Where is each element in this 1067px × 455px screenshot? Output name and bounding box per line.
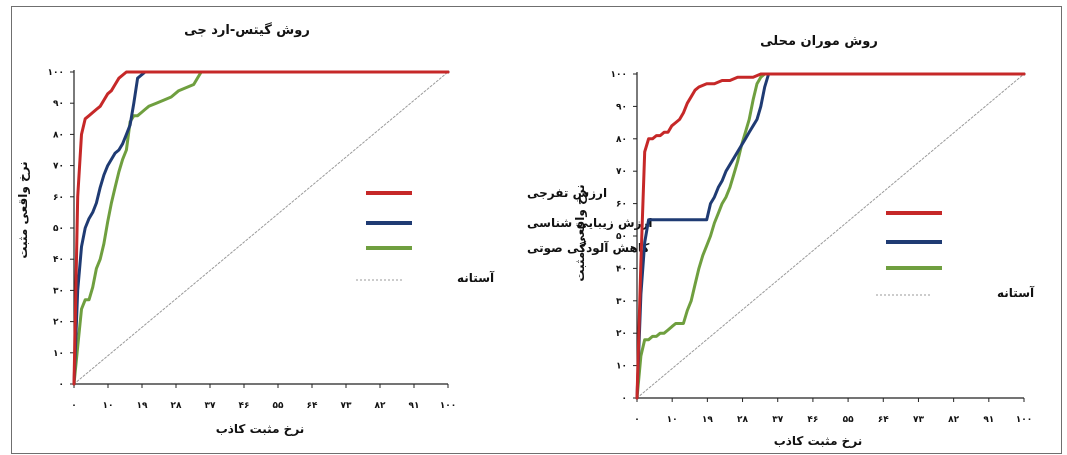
y-tick-label: ۹۰ [616,102,627,112]
legend-label: ارزش تفرجی [527,186,607,200]
series-line [72,70,450,386]
y-tick-label: ۴۰ [53,255,64,265]
y-tick-label: ۱۰ [53,349,64,359]
x-axis-title: نرخ مثبت کاذب [774,434,863,448]
y-tick-label: ۴۰ [616,264,627,274]
x-tick-label: ۳۷ [205,401,216,411]
x-tick-label: ۱۰۰ [1016,415,1032,425]
y-tick-label: ۵۰ [53,224,64,234]
legend-label: آستانه [457,270,495,285]
y-tick-label: ۹۰ [53,99,64,109]
y-axis-title: نرخ واقعی مثبت [573,184,588,281]
x-tick-label: ۹۱ [983,415,994,425]
y-tick-label: ۳۰ [53,286,64,296]
x-tick-label: ۷۳ [913,415,924,425]
x-tick-label: ۴۶ [807,415,818,425]
legend-label: آستانه [997,285,1035,300]
y-axis-title: نرخ واقعی مثبت [16,161,31,258]
x-tick-label: ۶۴ [307,401,318,411]
x-tick-label: ۱۹ [702,415,713,425]
y-tick-label: ۰ [59,380,65,390]
y-tick-label: ۸۰ [53,130,64,140]
series-line [636,73,1025,399]
x-tick-label: ۲۸ [171,401,182,411]
y-tick-label: ۷۰ [53,162,64,172]
legend-label: کاهش آلودگی صوتی [527,240,649,256]
y-tick-label: ۲۰ [616,329,627,339]
x-axis-title: نرخ مثبت کاذب [216,422,305,436]
y-tick-label: ۲۰ [53,318,64,328]
chart-title: روش موران محلی [760,34,878,49]
chart-moran-local: روش موران محلی نرخ مثبت کاذب نرخ واقعی م… [573,34,1035,448]
x-tick-label: ۰ [634,415,640,425]
series-line [635,72,1026,400]
y-tick-label: ۱۰۰ [611,70,627,80]
x-tick-label: ۷۳ [341,401,352,411]
y-tick-label: ۰ [622,394,628,404]
x-tick-label: ۲۸ [737,415,748,425]
x-tick-label: ۱۰ [667,415,678,425]
x-tick-label: ۴۶ [239,401,250,411]
x-tick-label: ۵۵ [273,401,284,411]
x-tick-label: ۸۲ [375,401,386,411]
series-line [635,72,1026,400]
legend-label: ارزش زیبایی شناسی [527,216,652,230]
chart-gates-ardj: روش گیتس-ارد جی نرخ مثبت کاذب نرخ واقعی … [16,22,652,436]
y-tick-label: ۶۰ [53,193,64,203]
series-line [635,72,1026,400]
y-tick-label: ۶۰ [616,200,627,210]
x-tick-label: ۰ [71,401,77,411]
y-tick-label: ۳۰ [616,297,627,307]
x-tick-label: ۹۱ [409,401,420,411]
y-tick-label: ۸۰ [616,135,627,145]
x-tick-label: ۶۴ [878,415,889,425]
series-line [73,71,449,385]
chart-title: روش گیتس-ارد جی [184,22,310,38]
x-tick-label: ۱۰۰ [440,401,456,411]
series-line [72,70,450,386]
y-tick-label: ۵۰ [616,232,627,242]
x-tick-label: ۸۲ [948,415,959,425]
x-tick-label: ۵۵ [843,415,854,425]
series-line [72,70,450,386]
y-tick-label: ۱۰۰ [48,68,64,78]
x-tick-label: ۳۷ [772,415,783,425]
figure-frame [11,6,1062,454]
legend: ارزش تفرجی ارزش زیبایی شناسی کاهش آلودگی ص… [356,186,652,285]
y-tick-label: ۷۰ [616,167,627,177]
x-tick-label: ۱۰ [103,401,114,411]
y-tick-label: ۱۰ [616,362,627,372]
x-tick-label: ۱۹ [137,401,148,411]
